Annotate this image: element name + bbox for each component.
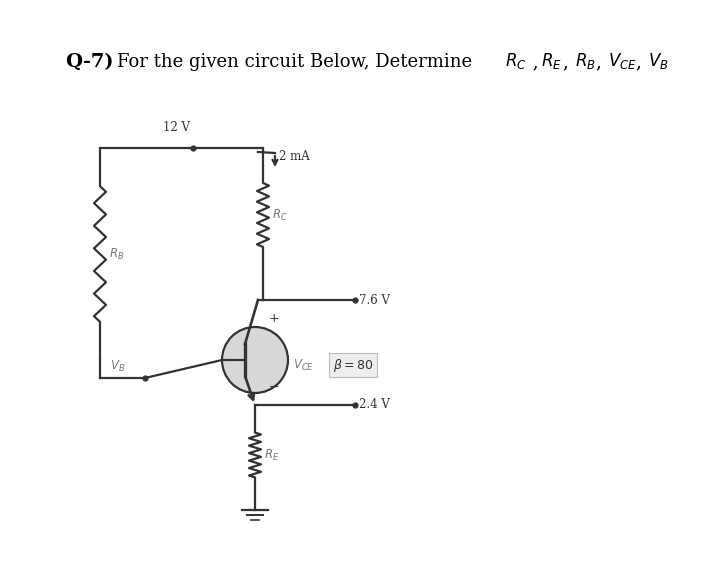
Text: +: + — [269, 312, 280, 325]
Text: $V_B$: $V_B$ — [110, 359, 125, 373]
Text: $R_B$: $R_B$ — [575, 51, 596, 71]
Text: 7.6 V: 7.6 V — [359, 294, 390, 306]
Text: 12 V: 12 V — [163, 121, 190, 134]
Text: For the given circuit Below, Determine: For the given circuit Below, Determine — [117, 53, 484, 71]
Text: $V_B$: $V_B$ — [648, 51, 669, 71]
Text: 2.4 V: 2.4 V — [359, 399, 390, 411]
Text: $R_C$: $R_C$ — [505, 51, 526, 71]
Text: $R_E$: $R_E$ — [264, 447, 280, 463]
Text: ,: , — [636, 53, 648, 71]
Text: Q-7): Q-7) — [65, 53, 113, 71]
Text: $R_B$: $R_B$ — [109, 247, 124, 262]
Text: ,: , — [596, 53, 608, 71]
Text: ,: , — [527, 53, 544, 71]
Text: $V_{CE}$: $V_{CE}$ — [608, 51, 637, 71]
Text: −: − — [269, 380, 280, 393]
Text: $R_C$: $R_C$ — [272, 207, 288, 222]
Text: 2 mA: 2 mA — [279, 150, 310, 163]
Text: $R_E$: $R_E$ — [541, 51, 562, 71]
Circle shape — [222, 327, 288, 393]
Text: $V_{CE}$: $V_{CE}$ — [293, 357, 314, 373]
Text: ,: , — [563, 53, 574, 71]
Text: $\beta = 80$: $\beta = 80$ — [333, 356, 373, 373]
